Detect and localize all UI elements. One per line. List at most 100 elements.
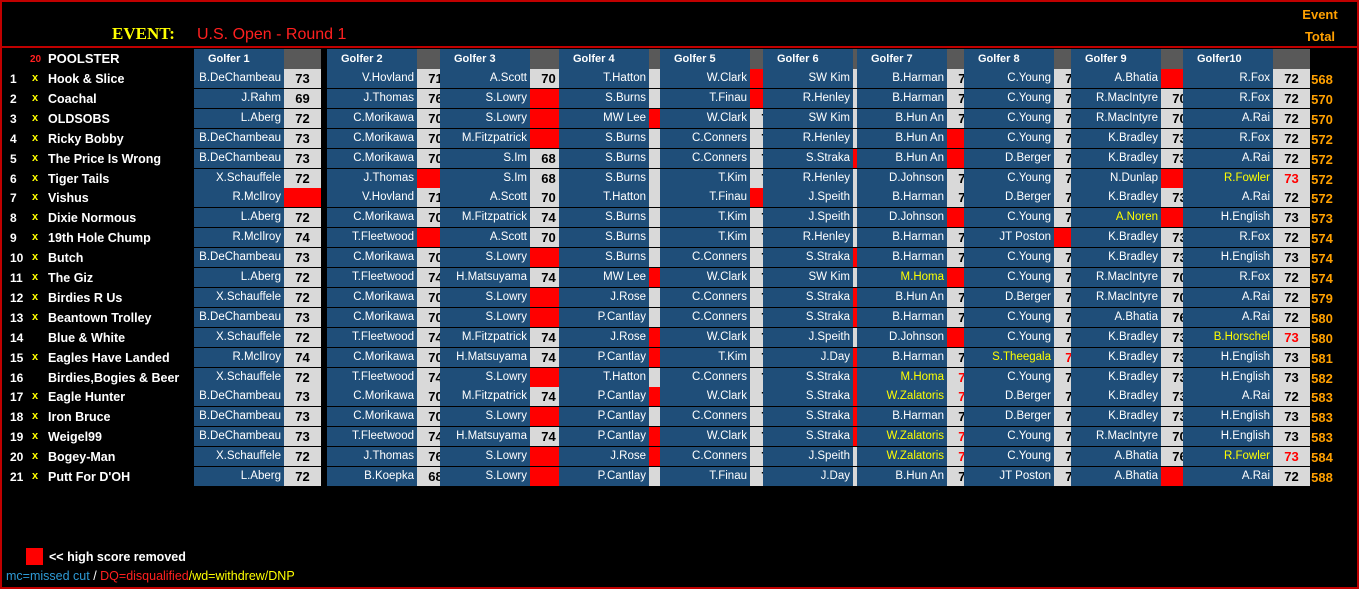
golfer-name-cell: B.Harman [857,307,947,327]
golfer-header-4: Golfer 4 [559,49,686,69]
golfer-name-cell: S.Lowry [440,407,530,427]
golfer-name-cell: B.Hun An [857,287,947,307]
row-rank: 1 [10,72,17,86]
paid-mark: x [32,211,39,224]
golfer-name-cell: B.DeChambeau [194,128,284,148]
golfer-score-cell: 72 [1273,128,1310,148]
high-score-removed-cell [530,88,567,108]
golfer-score-cell: 73 [1273,367,1310,387]
golfer-name-cell: P.Cantlay [559,467,649,486]
high-score-removed-cell [530,467,567,486]
row-rank: 6 [10,171,17,186]
golfer-name-cell: B.Harman [857,407,947,427]
row-rank: 17 [10,390,24,405]
golfer-name-cell: A.Bhatia [1071,467,1161,486]
golfer-name-cell: S.Lowry [440,248,530,268]
golfer-name-cell: S.Straka [763,248,853,268]
golfer-score-cell: 72 [1273,148,1310,168]
golfer-name-cell: C.Conners [660,287,750,307]
poolster-name: Birdies,Bogies & Beer [48,370,180,385]
golfer-header-label: Golfer 9 [1071,49,1161,69]
golfer-score-cell: 70 [530,188,567,208]
golfer-name-cell: A.Rai [1183,287,1273,307]
golfer-score-cell: 72 [284,287,321,307]
golfer-name-cell: W.Clark [660,69,750,88]
golfer-name-cell: D.Johnson [857,168,947,188]
golfer-name-cell: W.Clark [660,108,750,128]
paid-mark: x [32,450,39,463]
event-total: 584 [1311,450,1333,466]
golfer-score-cell: 74 [530,347,567,367]
golfer-name-cell: J.Rahm [194,88,284,108]
golfer-score-cell: 69 [284,88,321,108]
golfer-header-9: Golfer 9 [1071,49,1198,69]
golfer-name-cell: R.Fox [1183,268,1273,287]
legend-withdrew: /wd=withdrew/DNP [188,569,295,583]
poolster-name: The Price Is Wrong [48,151,161,166]
golfer-name-cell: B.Harman [857,347,947,367]
golfer-name-cell: A.Rai [1183,108,1273,128]
poolster-name: Tiger Tails [48,171,110,186]
golfer-name-cell: C.Conners [660,248,750,268]
high-score-removed-cell [530,287,567,307]
golfer-name-cell: S.Lowry [440,367,530,387]
row-rank: 8 [10,211,17,226]
golfer-name-cell: M.Fitzpatrick [440,387,530,407]
golfer-name-cell: H.English [1183,248,1273,268]
golfer-name-cell: K.Bradley [1071,407,1161,427]
event-total-header-line1: Event [1302,7,1338,22]
golfer-name-cell: SW Kim [763,108,853,128]
golfer-header-3: Golfer 3 [440,49,567,69]
golfer-name-cell: J.Day [763,467,853,486]
paid-mark: x [32,470,39,482]
high-score-removed-cell [530,407,567,427]
golfer-name-cell: W.Zalatoris [857,387,947,407]
golfer-score-cell: 72 [1273,108,1310,128]
golfer-name-cell: J.Speith [763,327,853,347]
event-total: 572 [1311,191,1333,207]
golfer-score-cell: 72 [1273,268,1310,287]
golfer-name-cell: W.Clark [660,268,750,287]
row-rank: 5 [10,151,17,166]
golfer-name-cell: D.Berger [964,188,1054,208]
golfer-name-cell: B.Koepka [327,467,417,486]
golfer-score-cell: 73 [1273,447,1310,467]
poolster-name: Ricky Bobby [48,131,124,146]
golfer-name-cell: R.Fox [1183,128,1273,148]
golfer-name-cell: B.Hun An [857,148,947,168]
golfer-name-cell: P.Cantlay [559,307,649,327]
golfer-score-cell: 73 [284,128,321,148]
golfer-name-cell: C.Young [964,108,1054,128]
event-total: 572 [1311,171,1333,187]
golfer-name-cell: C.Conners [660,407,750,427]
high-score-removed-cell [530,128,567,148]
golfer-score-cell: 72 [284,208,321,228]
event-total: 580 [1311,310,1333,326]
golfer-name-cell: L.Aberg [194,467,284,486]
golfer-header-label: Golfer 7 [857,49,947,69]
golfer-name-cell: H.Matsuyama [440,427,530,447]
golfer-name-cell: J.Rose [559,447,649,467]
golfer-name-cell: L.Aberg [194,108,284,128]
event-total: 580 [1311,330,1333,346]
event-total: 579 [1311,290,1333,306]
golfer-name-cell: S.Straka [763,367,853,387]
golfer-name-cell: D.Johnson [857,208,947,228]
golfer-name-cell: T.Kim [660,347,750,367]
golfer-name-cell: R.Fowler [1183,447,1273,467]
golfer-name-cell: T.Finau [660,188,750,208]
paid-mark: x [32,310,39,323]
golfer-name-cell: B.Hun An [857,467,947,486]
golfer-name-cell: A.Bhatia [1071,447,1161,467]
poolster-name: Bogey-Man [48,450,116,465]
golfer-name-cell: D.Berger [964,387,1054,407]
golfer-score-cell: 73 [284,407,321,427]
golfer-name-cell: C.Morikawa [327,208,417,228]
row-rank: 20 [10,450,24,465]
golfer-name-cell: B.DeChambeau [194,427,284,447]
golfer-score-cell: 68 [530,148,567,168]
legend-separator: / [89,569,101,583]
golfer-score-cell: 73 [1273,347,1310,367]
event-total-header-line2: Total [1304,29,1336,44]
golfer-name-cell: J.Speith [763,447,853,467]
